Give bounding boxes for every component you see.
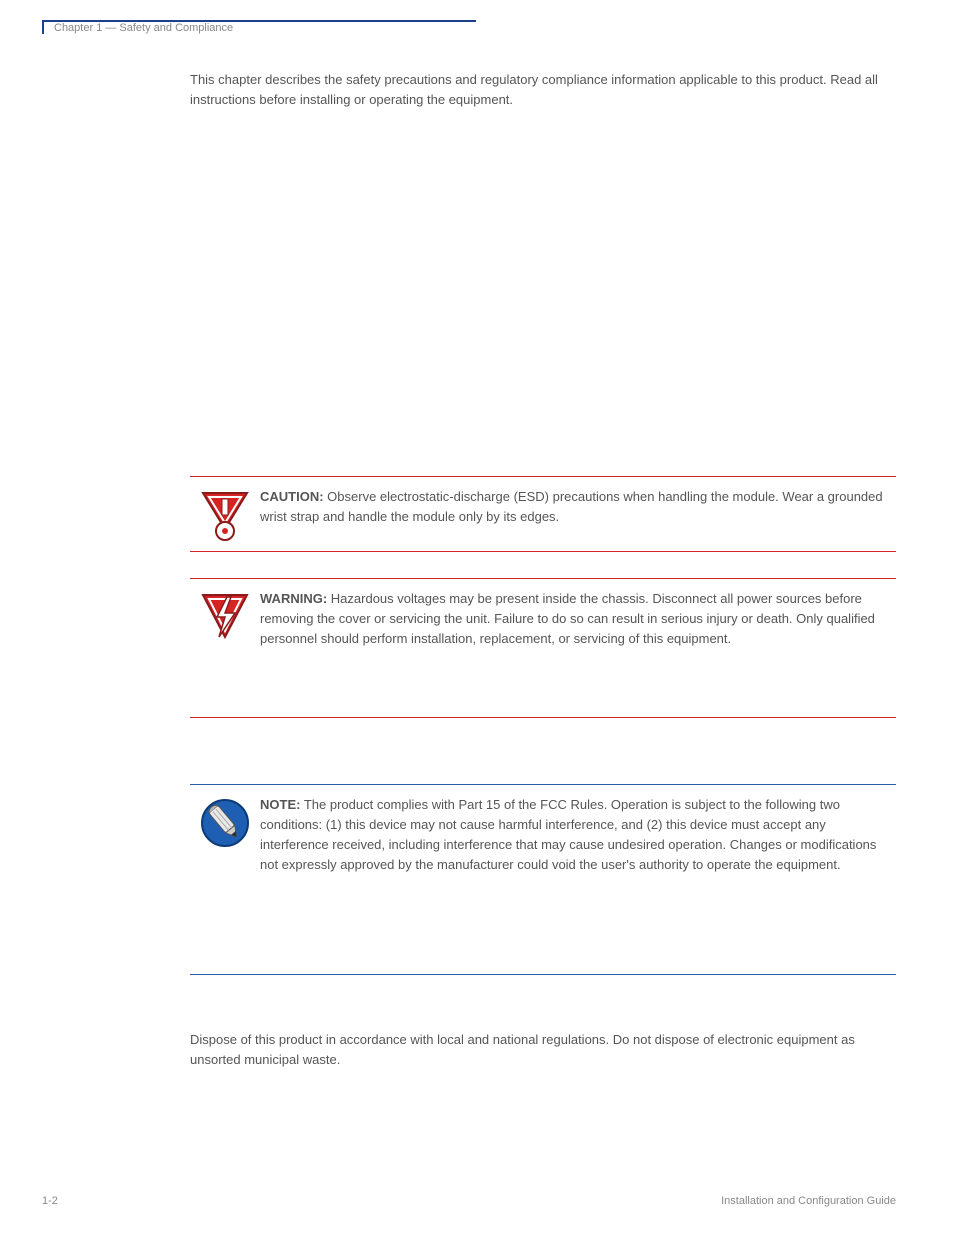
footer-doc-title: Installation and Configuration Guide [721, 1195, 896, 1207]
note-icon [190, 795, 260, 849]
note-rule-bottom [190, 974, 896, 975]
caution-label: CAUTION: [260, 489, 324, 504]
caution-rule-bottom [190, 551, 896, 552]
note-label: NOTE: [260, 797, 300, 812]
warning-callout: WARNING: Hazardous voltages may be prese… [190, 578, 896, 718]
caution-callout: CAUTION: Observe electrostatic-discharge… [190, 476, 896, 552]
warning-label: WARNING: [260, 591, 327, 606]
disposal-paragraph: Dispose of this product in accordance wi… [190, 1030, 894, 1069]
footer-page-number: 1-2 [42, 1195, 58, 1207]
note-body: The product complies with Part 15 of the… [260, 797, 876, 872]
caution-icon [190, 487, 260, 543]
warning-rule-bottom [190, 717, 896, 718]
warning-icon [190, 589, 260, 647]
warning-body: Hazardous voltages may be present inside… [260, 591, 875, 646]
caution-text: CAUTION: Observe electrostatic-discharge… [260, 487, 896, 527]
warning-text: WARNING: Hazardous voltages may be prese… [260, 589, 896, 649]
intro-paragraph: This chapter describes the safety precau… [190, 70, 894, 109]
header-chapter-label: Chapter 1 — Safety and Compliance [54, 22, 233, 34]
note-callout: NOTE: The product complies with Part 15 … [190, 784, 896, 975]
caution-body: Observe electrostatic-discharge (ESD) pr… [260, 489, 883, 524]
note-text: NOTE: The product complies with Part 15 … [260, 795, 896, 876]
page-footer: 1-2 Installation and Configuration Guide [42, 1195, 896, 1207]
